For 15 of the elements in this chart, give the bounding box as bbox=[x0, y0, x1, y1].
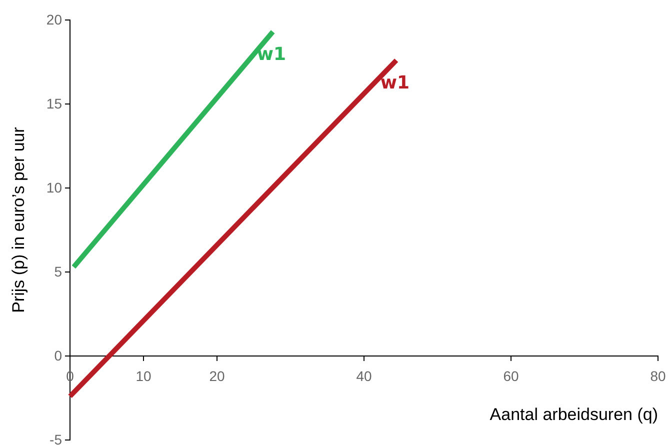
y-tick-label: 20 bbox=[46, 11, 62, 28]
series-label: w1 bbox=[380, 72, 410, 94]
x-tick-label: 80 bbox=[650, 368, 666, 384]
x-tick-label: 10 bbox=[136, 368, 152, 384]
y-axis-title: Prijs (p) in euro’s per uur bbox=[9, 126, 28, 313]
x-tick-label: 20 bbox=[209, 368, 225, 384]
x-tick-label: 40 bbox=[356, 368, 372, 384]
y-tick-label: 15 bbox=[46, 95, 62, 112]
x-tick-label: 60 bbox=[503, 368, 519, 384]
y-tick-label: 5 bbox=[54, 263, 62, 280]
x-axis-title: Aantal arbeidsuren (q) bbox=[490, 405, 658, 424]
y-tick-label: 10 bbox=[46, 179, 62, 196]
series-label: w1 bbox=[256, 44, 286, 65]
y-tick-label: 0 bbox=[54, 347, 62, 364]
y-tick-label: -5 bbox=[50, 431, 62, 445]
